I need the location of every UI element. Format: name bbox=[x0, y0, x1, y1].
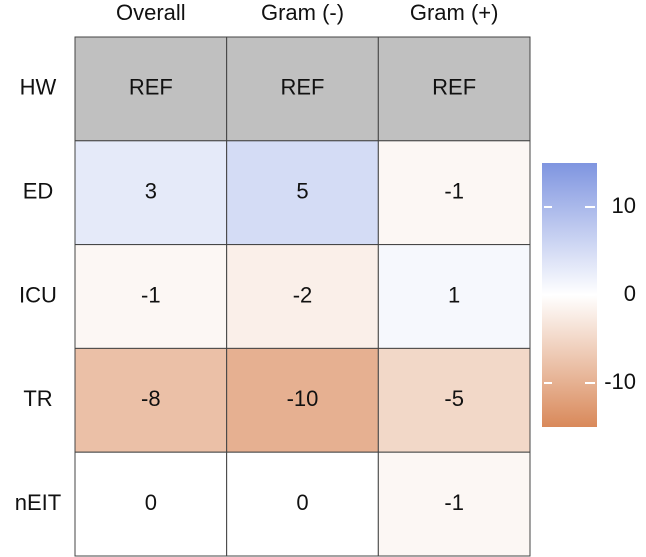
column-label: Gram (-) bbox=[261, 0, 344, 25]
cell-label: -8 bbox=[141, 386, 161, 411]
cell-label: -5 bbox=[444, 386, 464, 411]
cell-label: 1 bbox=[448, 282, 460, 307]
cell-label: -2 bbox=[293, 282, 313, 307]
cell-label: REF bbox=[281, 75, 325, 100]
row-label: ICU bbox=[19, 282, 57, 307]
cell bbox=[226, 140, 379, 246]
cell-label: 5 bbox=[296, 179, 308, 204]
cell-label: -10 bbox=[287, 386, 319, 411]
cell-label: -1 bbox=[444, 179, 464, 204]
cell bbox=[377, 451, 531, 557]
column-label: Overall bbox=[116, 0, 186, 25]
cell bbox=[74, 451, 228, 557]
cell bbox=[74, 140, 228, 246]
cell bbox=[74, 36, 228, 142]
cell bbox=[226, 451, 379, 557]
cell bbox=[377, 347, 531, 453]
row-label: TR bbox=[23, 386, 52, 411]
cell bbox=[226, 244, 379, 349]
cell-label: 3 bbox=[145, 179, 157, 204]
cell-label: 0 bbox=[145, 490, 157, 515]
cell bbox=[377, 36, 531, 142]
cell-label: REF bbox=[432, 75, 476, 100]
column-label: Gram (+) bbox=[410, 0, 499, 25]
colorbar-tick-label: 10 bbox=[612, 193, 636, 218]
row-label: HW bbox=[20, 75, 57, 100]
cell-label: -1 bbox=[444, 490, 464, 515]
cell bbox=[377, 140, 531, 246]
cell-label: -1 bbox=[141, 282, 161, 307]
cell bbox=[74, 347, 228, 453]
cell-label: REF bbox=[129, 75, 173, 100]
cell bbox=[226, 36, 379, 142]
row-label: nEIT bbox=[15, 490, 61, 515]
colorbar-tick-label: -10 bbox=[604, 369, 636, 394]
cell-label: 0 bbox=[296, 490, 308, 515]
row-label: ED bbox=[23, 179, 54, 204]
colorbar-tick-label: 0 bbox=[624, 281, 636, 306]
